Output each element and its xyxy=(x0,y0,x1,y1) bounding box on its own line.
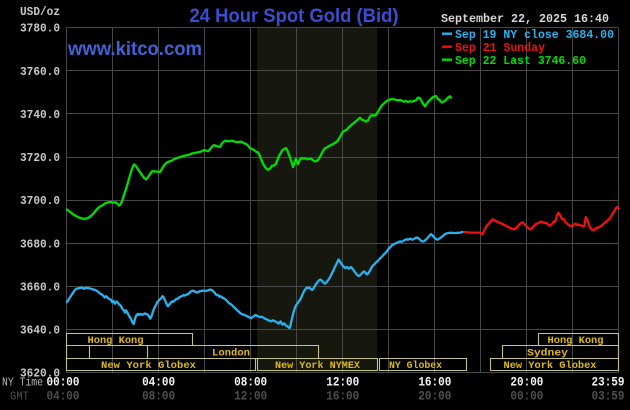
svg-text:16:00: 16:00 xyxy=(418,376,451,390)
svg-text:Sydney: Sydney xyxy=(527,348,569,360)
svg-text:00:00: 00:00 xyxy=(510,390,543,404)
svg-text:3700.0: 3700.0 xyxy=(20,194,60,208)
svg-text:www.kitco.com: www.kitco.com xyxy=(67,38,202,60)
svg-text:New York Globex: New York Globex xyxy=(101,360,197,372)
svg-text:3780.0: 3780.0 xyxy=(20,22,60,36)
svg-text:Sep 21 Sunday: Sep 21 Sunday xyxy=(455,41,545,55)
svg-text:London: London xyxy=(212,348,250,360)
svg-text:04:00: 04:00 xyxy=(47,390,80,404)
svg-text:03:59: 03:59 xyxy=(592,390,625,404)
svg-text:3660.0: 3660.0 xyxy=(20,280,60,294)
svg-text:Sep 22 Last 3746.60: Sep 22 Last 3746.60 xyxy=(455,54,586,68)
svg-text:20:00: 20:00 xyxy=(418,390,451,404)
svg-text:3740.0: 3740.0 xyxy=(20,108,60,122)
svg-text:Sep 19 NY close 3684.00: Sep 19 NY close 3684.00 xyxy=(455,28,614,42)
svg-text:3760.0: 3760.0 xyxy=(20,65,60,79)
svg-text:08:00: 08:00 xyxy=(234,376,267,390)
svg-text:September 22, 2025 16:40: September 22, 2025 16:40 xyxy=(441,12,609,26)
svg-text:20:00: 20:00 xyxy=(510,376,543,390)
svg-text:08:00: 08:00 xyxy=(142,390,175,404)
svg-text:24 Hour Spot Gold (Bid): 24 Hour Spot Gold (Bid) xyxy=(190,6,399,27)
svg-text:Hong Kong: Hong Kong xyxy=(88,335,144,347)
svg-text:NY Time: NY Time xyxy=(2,377,43,390)
svg-text:3620.0: 3620.0 xyxy=(20,367,60,381)
svg-text:USD/oz: USD/oz xyxy=(20,6,60,19)
svg-text:Hong Kong: Hong Kong xyxy=(548,335,604,347)
svg-text:12:00: 12:00 xyxy=(326,376,359,390)
svg-text:NY Globex: NY Globex xyxy=(389,360,443,372)
svg-text:23:59: 23:59 xyxy=(592,376,625,390)
svg-text:12:00: 12:00 xyxy=(234,390,267,404)
svg-text:04:00: 04:00 xyxy=(142,376,175,390)
svg-text:GMT: GMT xyxy=(10,391,29,404)
svg-text:3680.0: 3680.0 xyxy=(20,237,60,251)
svg-text:00:00: 00:00 xyxy=(47,376,80,390)
svg-text:3640.0: 3640.0 xyxy=(20,324,60,338)
svg-text:3720.0: 3720.0 xyxy=(20,151,60,165)
svg-text:New York NYMEX: New York NYMEX xyxy=(275,360,361,372)
svg-text:16:00: 16:00 xyxy=(326,390,359,404)
svg-text:New York Globex: New York Globex xyxy=(504,360,598,372)
